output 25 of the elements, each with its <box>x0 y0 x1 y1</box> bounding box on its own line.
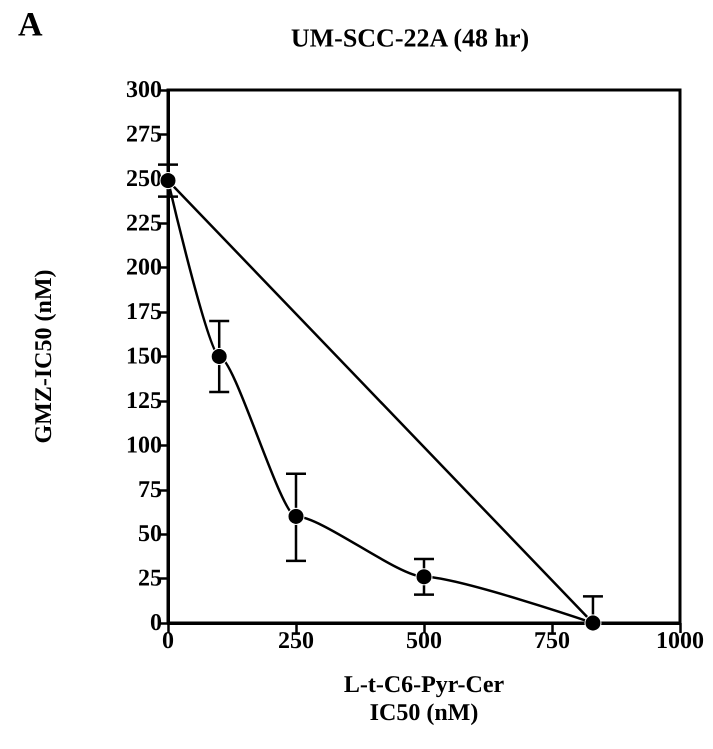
y-tick-label: 200 <box>126 254 162 281</box>
point <box>288 508 304 525</box>
y-tick-label: 225 <box>126 210 162 236</box>
chart-title: UM-SCC-22A (48 hr) <box>290 24 530 52</box>
x-tick-label: 750 <box>534 628 570 654</box>
y-tick-label: 50 <box>138 521 162 548</box>
y-tick-label: 250 <box>126 166 162 192</box>
y-tick-label: 25 <box>138 566 162 592</box>
point <box>584 614 602 632</box>
x-tick-label: 500 <box>406 628 442 654</box>
point <box>160 172 176 190</box>
y-tick-label: 175 <box>126 299 162 326</box>
y-tick-label: 75 <box>138 476 162 503</box>
point <box>416 568 432 586</box>
text: A <box>18 6 43 44</box>
y-tick-label: 150 <box>126 344 162 370</box>
y-tick-label: 125 <box>126 388 162 414</box>
x-tick-label: 250 <box>278 628 314 654</box>
y-tick-label: 300 <box>126 77 162 103</box>
point <box>210 348 228 365</box>
y-tick-label: 275 <box>126 121 162 148</box>
y-axis-title: GMZ-IC50 (nM) <box>31 270 57 444</box>
x-tick-label: 1000 <box>656 628 704 654</box>
x-axis-title: L-t-C6-Pyr-Cer IC50 (nM) <box>344 672 505 726</box>
y-tick-label: 100 <box>126 432 162 458</box>
